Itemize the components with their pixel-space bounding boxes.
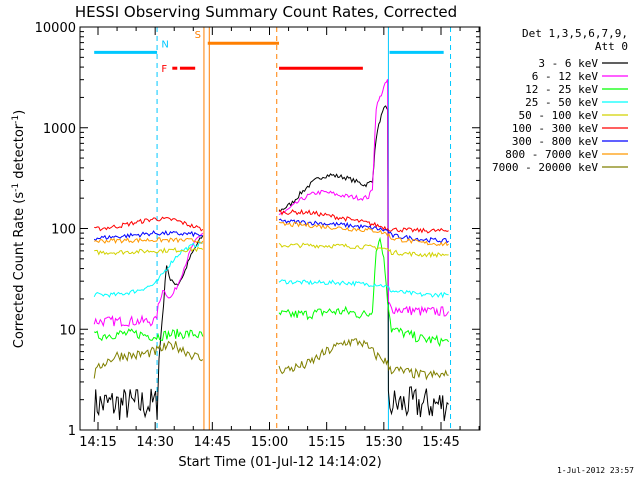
- y-axis-label: Corrected Count Rate (s-1 detector-1): [11, 110, 27, 348]
- y-label-sup2: -1: [11, 115, 21, 124]
- legend-label-2: 12 - 25 keV: [525, 83, 598, 96]
- series-line-4-0: [94, 246, 204, 256]
- legend-label-5: 100 - 300 keV: [512, 122, 598, 135]
- y-tick-label-1000: 1000: [43, 122, 76, 137]
- legend-label-7: 800 - 7000 keV: [505, 148, 598, 161]
- series-line-6-0: [93, 230, 203, 242]
- x-tick-label-15:00: 15:00: [251, 435, 288, 450]
- series-line-8-1: [278, 338, 449, 381]
- x-axis-label: Start Time (01-Jul-12 14:14:02): [178, 455, 381, 470]
- series-line-4-1: [278, 242, 449, 259]
- y-tick-label-10: 10: [59, 323, 76, 338]
- series-50-100keV: [94, 242, 449, 259]
- legend-header-line2: Att 0: [595, 40, 628, 53]
- series-line-3-0: [93, 240, 203, 298]
- series-100-300keV: [94, 208, 449, 234]
- x-tick-label-14:45: 14:45: [194, 435, 231, 450]
- y-tick-label-10000: 10000: [35, 21, 76, 36]
- series-line-7-0: [94, 237, 204, 244]
- series-line-1-1: [278, 79, 450, 317]
- x-axis: 14:15 14:30 14:45 15:00 15:15 15:30 15:45: [79, 27, 480, 450]
- legend-label-4: 50 - 100 keV: [519, 109, 599, 122]
- series-line-5-1: [278, 208, 449, 234]
- y-tick-label-100: 100: [51, 223, 76, 238]
- x-tick-label-14:15: 14:15: [79, 435, 116, 450]
- legend-label-3: 25 - 50 keV: [525, 96, 598, 109]
- series-line-3-1: [278, 279, 449, 299]
- series-line-7-1: [278, 221, 449, 247]
- series-800-7000keV: [94, 221, 449, 247]
- x-tick-label-14:30: 14:30: [136, 435, 173, 450]
- series-line-8-0: [93, 340, 204, 379]
- flag-label-S: S: [195, 30, 201, 41]
- legend-label-1: 6 - 12 keV: [532, 70, 599, 83]
- x-tick-label-15:30: 15:30: [365, 435, 402, 450]
- series-line-0-1: [278, 105, 449, 422]
- series-6-12keV: [93, 79, 450, 328]
- x-tick-label-15:45: 15:45: [422, 435, 459, 450]
- flag-label-N: N: [161, 39, 168, 50]
- plot-area: N S F: [93, 27, 452, 430]
- y-label-main: Corrected Count Rate (s: [12, 192, 27, 349]
- y-axis: 1 10 100 1000 10000: [35, 21, 480, 439]
- series-line-2-0: [94, 328, 204, 342]
- series-line-0-0: [93, 235, 204, 422]
- chart-title: HESSI Observing Summary Count Rates, Cor…: [75, 3, 457, 21]
- x-tick-label-15:15: 15:15: [308, 435, 345, 450]
- render-timestamp: 1-Jul-2012 23:57: [557, 466, 634, 475]
- y-label-end: ): [12, 110, 27, 115]
- legend-label-8: 7000 - 20000 keV: [492, 161, 598, 174]
- y-label-mid: detector: [12, 123, 27, 183]
- series-line-1-0: [93, 232, 204, 328]
- series-3-6keV: [93, 105, 449, 422]
- y-label-sup1: -1: [11, 183, 21, 192]
- series-12-25keV: [94, 236, 450, 348]
- legend-label-6: 300 - 800 keV: [512, 135, 598, 148]
- legend-label-0: 3 - 6 keV: [538, 57, 598, 70]
- series-line-5-0: [94, 216, 204, 232]
- legend-header-line1: Det 1,3,5,6,7,9,: [522, 27, 628, 40]
- flag-label-F: F: [161, 64, 167, 75]
- series-line-2-1: [278, 236, 450, 348]
- y-tick-label-1: 1: [68, 424, 76, 439]
- series-7000-20000keV: [93, 338, 449, 381]
- series-25-50keV: [93, 240, 449, 299]
